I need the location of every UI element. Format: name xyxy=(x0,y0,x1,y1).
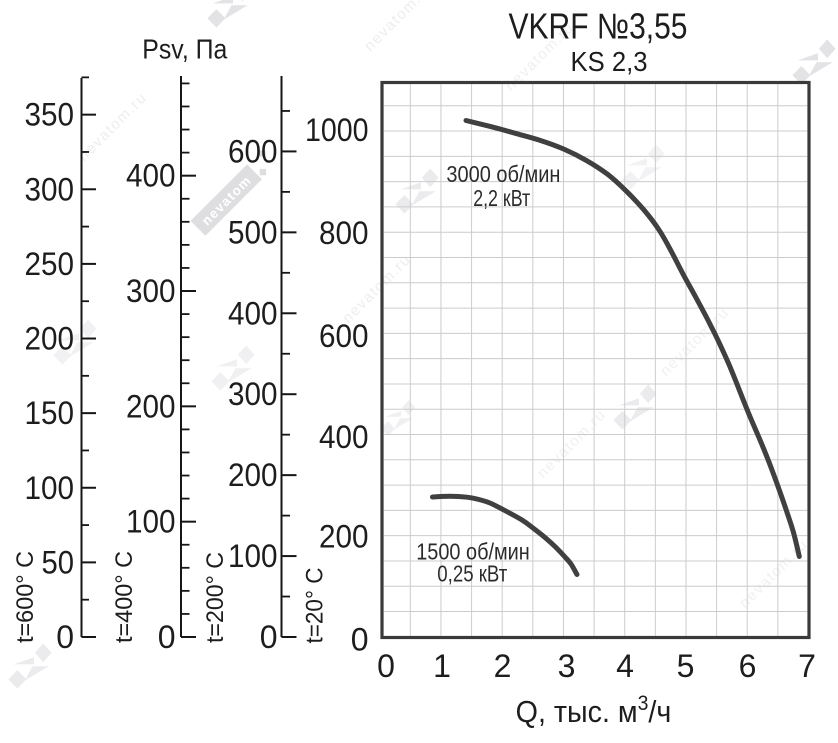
svg-text:KS 2,3: KS 2,3 xyxy=(571,46,648,77)
svg-text:100: 100 xyxy=(126,504,176,540)
svg-text:0: 0 xyxy=(351,622,369,658)
svg-text:4: 4 xyxy=(616,648,634,684)
svg-text:200: 200 xyxy=(126,388,176,424)
svg-text:Q, тыс. м3/ч: Q, тыс. м3/ч xyxy=(516,692,672,729)
svg-text:t=600° C: t=600° C xyxy=(12,551,39,643)
svg-text:0: 0 xyxy=(56,619,74,655)
svg-text:1: 1 xyxy=(433,648,451,684)
svg-text:200: 200 xyxy=(25,321,75,357)
svg-text:t=200° C: t=200° C xyxy=(202,552,229,643)
svg-text:800: 800 xyxy=(319,215,369,251)
svg-text:100: 100 xyxy=(228,538,278,574)
svg-text:100: 100 xyxy=(25,470,75,506)
svg-text:350: 350 xyxy=(25,97,75,133)
svg-text:400: 400 xyxy=(319,419,369,455)
svg-text:t=400° C: t=400° C xyxy=(111,551,138,643)
svg-text:300: 300 xyxy=(228,376,278,412)
svg-text:1000: 1000 xyxy=(305,112,369,148)
svg-text:300: 300 xyxy=(25,171,75,207)
svg-text:500: 500 xyxy=(228,214,278,250)
svg-text:0: 0 xyxy=(377,648,395,684)
svg-text:400: 400 xyxy=(228,295,278,331)
svg-text:200: 200 xyxy=(319,519,369,555)
svg-text:600: 600 xyxy=(319,318,369,354)
svg-text:400: 400 xyxy=(126,158,176,194)
svg-text:0,25 кВт: 0,25 кВт xyxy=(437,561,507,587)
svg-text:0: 0 xyxy=(158,619,176,655)
svg-text:VKRF №3,55: VKRF №3,55 xyxy=(509,6,688,47)
svg-text:5: 5 xyxy=(677,648,695,684)
svg-text:Psv, Па: Psv, Па xyxy=(142,34,227,65)
svg-text:50: 50 xyxy=(42,544,75,580)
svg-text:2: 2 xyxy=(494,648,512,684)
svg-text:7: 7 xyxy=(798,648,816,684)
svg-text:300: 300 xyxy=(126,273,176,309)
svg-text:t=20° C: t=20° C xyxy=(302,568,329,644)
svg-text:1500 об/мин: 1500 об/мин xyxy=(416,539,530,565)
svg-text:6: 6 xyxy=(739,648,757,684)
svg-text:3: 3 xyxy=(558,648,576,684)
svg-text:0: 0 xyxy=(260,619,278,655)
svg-text:600: 600 xyxy=(228,133,278,169)
svg-text:200: 200 xyxy=(228,457,278,493)
svg-text:250: 250 xyxy=(25,246,75,282)
svg-text:150: 150 xyxy=(25,395,75,431)
svg-text:3000 об/мин: 3000 об/мин xyxy=(446,161,560,187)
svg-text:2,2 кВт: 2,2 кВт xyxy=(473,185,530,211)
